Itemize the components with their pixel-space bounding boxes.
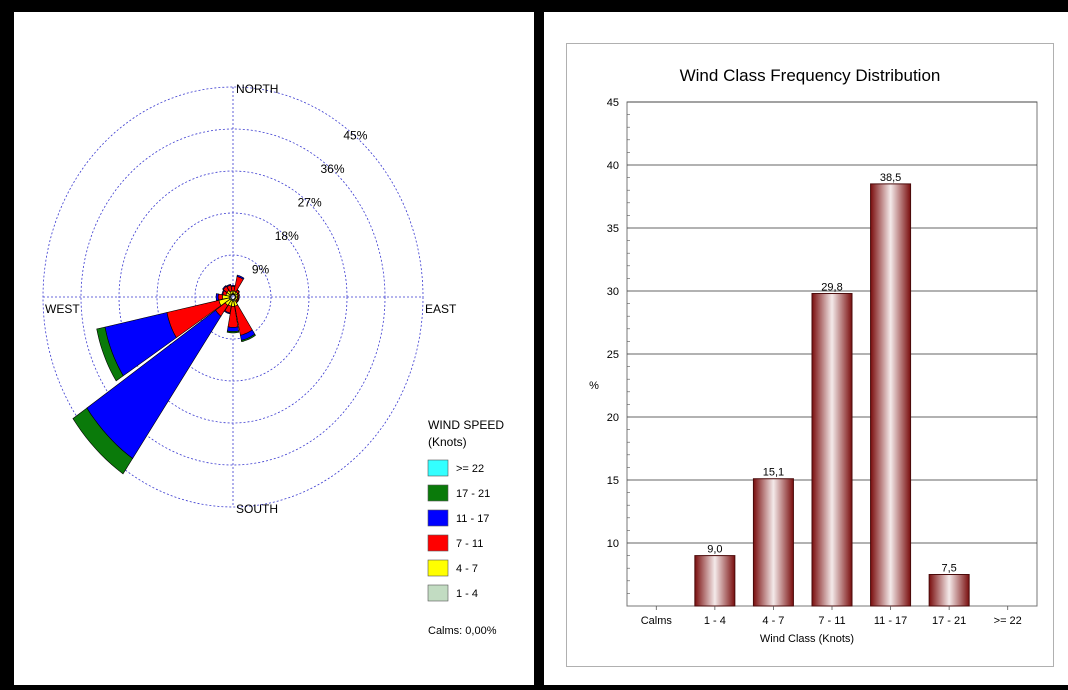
rose-petal-270-band-2 [218, 294, 222, 300]
bar-value-label-4: 38,5 [880, 172, 901, 184]
bar-2 [753, 479, 793, 606]
bar-chart-panel: Wind Class Frequency Distribution 9,0 15,… [544, 12, 1068, 685]
ring-label-9: 9% [252, 262, 270, 276]
ring-label-18: 18% [275, 229, 299, 243]
direction-label-north: NORTH [236, 82, 278, 96]
ring-label-45: 45% [343, 128, 367, 142]
y-tick-label-25: 25 [607, 349, 619, 361]
legend-label-3: 7 - 11 [456, 538, 483, 550]
legend-title: WIND SPEED [428, 418, 504, 432]
bar-value-label-5: 7,5 [941, 563, 956, 575]
legend-label-2: 11 - 17 [456, 513, 489, 525]
wind-class-bar-chart: Wind Class Frequency Distribution 9,0 15,… [567, 44, 1053, 666]
wind-rose-panel: 9% 18% 27% 36% 45% NORTH SOUTH EAST WEST WIN… [14, 12, 534, 685]
y-tick-label-10: 10 [607, 538, 619, 550]
bar-value-label-3: 29,8 [821, 282, 842, 294]
bar-value-label-2: 15,1 [763, 467, 784, 479]
y-tick-label-45: 45 [607, 97, 619, 109]
x-tick-label-5: 17 - 21 [932, 615, 966, 627]
x-tick-label-2: 4 - 7 [762, 615, 784, 627]
legend-swatch-1 [428, 485, 448, 501]
rose-petal-90-band-3 [239, 296, 240, 299]
x-tick-label-4: 11 - 17 [874, 615, 907, 627]
bar-1 [695, 556, 735, 606]
direction-label-west: WEST [45, 302, 80, 316]
rose-petal-180-band-3 [227, 327, 238, 332]
x-axis-label: Wind Class (Knots) [760, 633, 854, 645]
rose-petal-270-band-3 [216, 294, 218, 301]
bar-value-label-1: 9,0 [707, 544, 722, 556]
y-tick-label-30: 30 [607, 286, 619, 298]
legend-swatch-4 [428, 560, 448, 576]
direction-label-south: SOUTH [236, 502, 278, 516]
x-tick-label-0: Calms [641, 615, 673, 627]
y-axis-label: % [589, 380, 599, 392]
legend-swatch-0 [428, 460, 448, 476]
rose-petal-22.5-band-2 [234, 277, 243, 292]
legend-label-5: 1 - 4 [456, 588, 478, 600]
wind-rose-chart: 9% 18% 27% 36% 45% NORTH SOUTH EAST WEST WIN… [14, 12, 534, 685]
bar-4 [871, 184, 911, 606]
wind-speed-legend: WIND SPEED (Knots) >= 22 17 - 21 11 - 17 7 … [428, 418, 504, 637]
legend-swatch-5 [428, 585, 448, 601]
bar-5 [929, 575, 969, 607]
x-tick-label-3: 7 - 11 [818, 615, 845, 627]
legend-swatch-2 [428, 510, 448, 526]
legend-label-4: 4 - 7 [456, 563, 478, 575]
x-tick-label-1: 1 - 4 [704, 615, 726, 627]
y-tick-label-40: 40 [607, 160, 619, 172]
rose-petal-180-band-4 [227, 331, 239, 333]
y-tick-label-20: 20 [607, 412, 619, 424]
rose-petal-0-band-3 [231, 285, 235, 286]
legend-label-0: >= 22 [456, 463, 484, 475]
bar-3 [812, 294, 852, 606]
legend-subtitle: (Knots) [428, 435, 467, 449]
calms-label: Calms: 0,00% [428, 625, 497, 637]
legend-swatch-3 [428, 535, 448, 551]
y-tick-label-15: 15 [607, 475, 619, 487]
direction-label-east: EAST [425, 302, 457, 316]
ring-label-27: 27% [298, 195, 322, 209]
chart-title: Wind Class Frequency Distribution [680, 66, 941, 85]
x-tick-label-6: >= 22 [994, 615, 1022, 627]
bar-chart-frame: Wind Class Frequency Distribution 9,0 15,… [566, 43, 1054, 667]
legend-label-1: 17 - 21 [456, 488, 490, 500]
y-tick-label-35: 35 [607, 223, 619, 235]
ring-label-36: 36% [320, 162, 344, 176]
